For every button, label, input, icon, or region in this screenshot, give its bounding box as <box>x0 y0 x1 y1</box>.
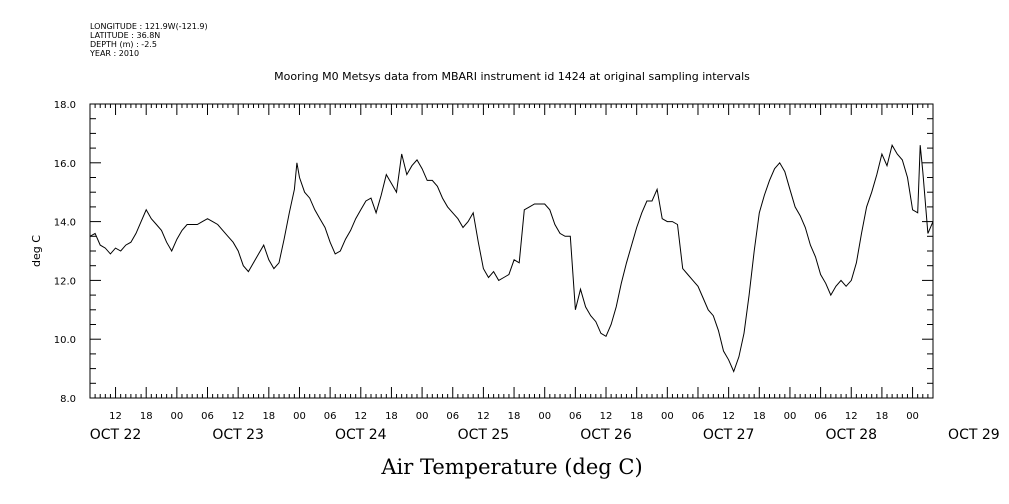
day-label: OCT 22 <box>90 427 142 443</box>
day-label: OCT 27 <box>703 427 755 443</box>
y-tick-label: 16.0 <box>54 159 76 170</box>
hour-tick-label: 00 <box>170 411 183 422</box>
hour-tick-label: 12 <box>722 411 735 422</box>
hour-tick-label: 00 <box>661 411 674 422</box>
day-label: OCT 29 <box>948 427 1000 443</box>
hour-tick-label: 12 <box>845 411 858 422</box>
hour-tick-label: 06 <box>446 411 459 422</box>
x-ticks: 12 18 00 06 12 18 00 06 12 18 00 06 12 18 00 06 12 18 00 06… <box>89 104 1000 443</box>
hour-tick-label: 06 <box>814 411 827 422</box>
hour-tick-label: 06 <box>324 411 337 422</box>
hour-tick-label: 18 <box>385 411 398 422</box>
hour-tick-label: 00 <box>784 411 797 422</box>
hour-tick-label: 18 <box>508 411 521 422</box>
day-label: OCT 23 <box>212 427 264 443</box>
y-tick-label: 12.0 <box>54 276 76 287</box>
day-label: OCT 24 <box>335 427 387 443</box>
x-axis-title: Air Temperature (deg C) <box>380 455 642 479</box>
y-tick-label: 8.0 <box>60 394 76 405</box>
hour-tick-label: 00 <box>293 411 306 422</box>
longitude-line: LONGITUDE : 121.9W(-121.9) <box>90 22 208 31</box>
hour-tick-label: 00 <box>906 411 919 422</box>
y-tick-label: 18.0 <box>54 100 76 111</box>
chart-title: Mooring M0 Metsys data from MBARI instru… <box>274 70 750 83</box>
hour-tick-label: 12 <box>477 411 490 422</box>
y-ticks: 8.0 10.0 12.0 14.0 16.0 18.0 <box>54 100 933 405</box>
hour-tick-label: 12 <box>600 411 613 422</box>
year-line: YEAR : 2010 <box>90 49 140 58</box>
day-label: OCT 25 <box>458 427 510 443</box>
hour-tick-label: 18 <box>876 411 889 422</box>
hour-tick-label: 06 <box>692 411 705 422</box>
metadata-block: LONGITUDE : 121.9W(-121.9) LATITUDE : 36… <box>90 22 208 58</box>
day-label: OCT 26 <box>580 427 632 443</box>
hour-tick-label: 18 <box>753 411 766 422</box>
hour-tick-label: 00 <box>538 411 551 422</box>
series-line <box>89 143 934 373</box>
depth-line: DEPTH (m) : -2.5 <box>90 40 157 49</box>
latitude-line: LATITUDE : 36.8N <box>90 31 161 40</box>
hour-tick-label: 18 <box>630 411 643 422</box>
y-tick-label: 10.0 <box>54 335 76 346</box>
hour-tick-label: 12 <box>109 411 122 422</box>
hour-tick-label: 06 <box>569 411 582 422</box>
hour-tick-label: 06 <box>201 411 214 422</box>
y-tick-label: 14.0 <box>54 218 76 229</box>
hour-tick-label: 12 <box>232 411 245 422</box>
hour-tick-label: 18 <box>262 411 275 422</box>
y-axis-label: deg C <box>30 235 43 267</box>
plot-frame <box>89 103 934 399</box>
hour-tick-label: 00 <box>416 411 429 422</box>
hour-tick-label: 18 <box>140 411 153 422</box>
day-label: OCT 28 <box>825 427 877 443</box>
hour-tick-label: 12 <box>354 411 367 422</box>
